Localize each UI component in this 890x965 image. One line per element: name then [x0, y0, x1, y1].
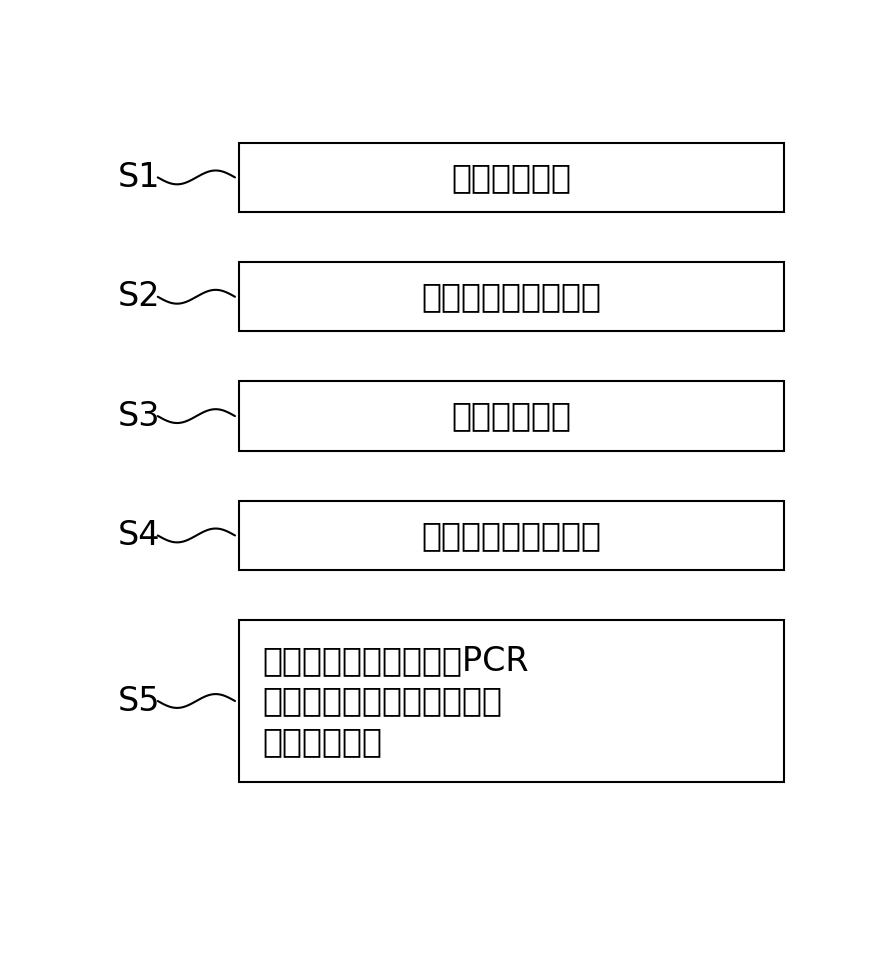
Bar [239, 262, 784, 331]
Text: S3: S3 [117, 400, 160, 432]
Text: S5: S5 [117, 684, 160, 718]
Text: 后代遗传性特征研究和PCR: 后代遗传性特征研究和PCR [262, 644, 529, 677]
Text: 后代材料的抗性筛选: 后代材料的抗性筛选 [421, 519, 602, 552]
Bar [239, 143, 784, 212]
Bar [239, 501, 784, 570]
Text: 检测，获取目标基因完成靶: 检测，获取目标基因完成靶 [262, 684, 502, 718]
Text: S2: S2 [117, 280, 160, 314]
Text: 基因编辑质粒的制备: 基因编辑质粒的制备 [421, 280, 602, 314]
Text: 花粉介导转化: 花粉介导转化 [451, 400, 571, 432]
Text: S4: S4 [117, 519, 160, 552]
Bar [239, 381, 784, 451]
Text: S1: S1 [117, 161, 160, 194]
Text: 玉米果穗选取: 玉米果穗选取 [451, 161, 571, 194]
Bar [239, 620, 784, 782]
Text: 向编辑的后代: 向编辑的后代 [262, 725, 382, 758]
